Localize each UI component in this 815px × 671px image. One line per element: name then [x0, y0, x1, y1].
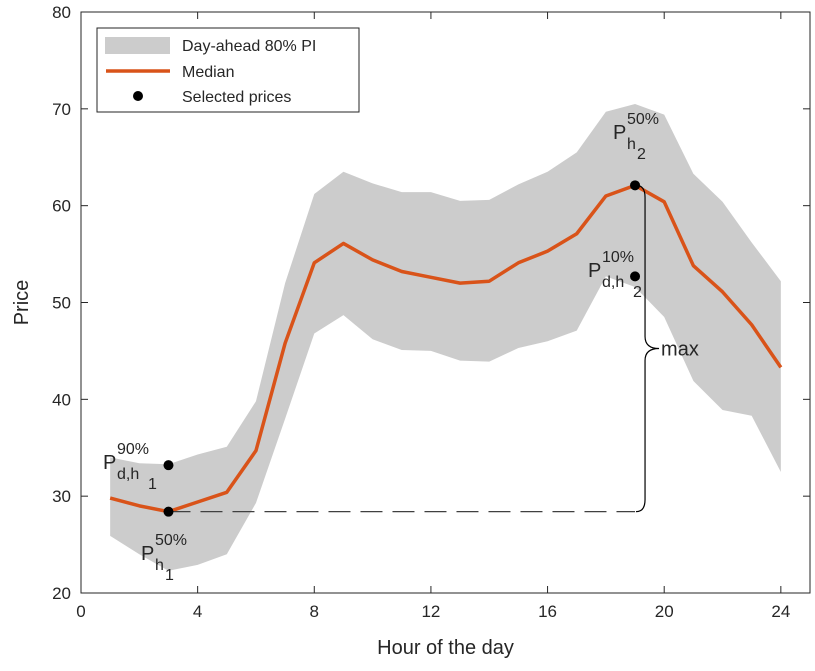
annotation-main: P — [141, 543, 154, 565]
annotation-superscript: 50% — [155, 532, 187, 549]
selected-price-point-1 — [163, 460, 174, 471]
selected-price-point-3 — [630, 180, 641, 191]
annotation-p90-d-h1: P90% d,h 1 — [103, 441, 157, 493]
annotation-superscript: 90% — [117, 441, 149, 458]
annotation-subscript: h — [155, 557, 164, 574]
annotation-p50-h1: P50% h1 — [141, 532, 187, 584]
selected-price-point-2 — [163, 506, 174, 517]
y-tick-label: 80 — [52, 3, 71, 22]
annotation-p50-h2: P50% h2 — [613, 111, 659, 163]
x-tick-label: 12 — [421, 602, 440, 621]
annotation-sub-subscript: 1 — [148, 476, 157, 493]
annotation-superscript: 10% — [602, 249, 634, 266]
legend-label-selected-prices: Selected prices — [182, 89, 291, 106]
x-tick-label: 0 — [76, 602, 85, 621]
legend-swatch-pi-band — [105, 37, 170, 54]
y-tick-label: 30 — [52, 487, 71, 506]
legend-label-median: Median — [182, 64, 234, 81]
annotation-superscript: 50% — [627, 111, 659, 128]
x-tick-label: 24 — [771, 602, 790, 621]
x-axis-label: Hour of the day — [377, 637, 514, 659]
y-tick-label: 50 — [52, 294, 71, 313]
annotation-main: P — [588, 260, 601, 282]
annotation-sub-subscript: 1 — [165, 567, 174, 584]
annotation-subscript: d,h — [117, 466, 139, 483]
legend-swatch-selected-prices — [133, 91, 143, 101]
annotation-main: P — [103, 452, 116, 474]
max-label: max — [661, 338, 699, 360]
x-tick-label: 4 — [193, 602, 202, 621]
annotation-main: P — [613, 122, 626, 144]
y-tick-label: 40 — [52, 390, 71, 409]
max-brace — [636, 184, 660, 513]
x-tick-label: 16 — [538, 602, 557, 621]
median-line — [109, 183, 783, 514]
pi-band-area — [110, 103, 781, 571]
y-tick-label: 70 — [52, 100, 71, 119]
selected-price-point-4 — [630, 271, 641, 282]
y-tick-label: 60 — [52, 197, 71, 216]
x-tick-label: 20 — [655, 602, 674, 621]
legend-label-pi-band: Day-ahead 80% PI — [182, 38, 316, 55]
annotation-sub-subscript: 2 — [633, 284, 642, 301]
legend: Day-ahead 80% PI Median Selected prices — [96, 27, 360, 113]
x-tick-label: 8 — [310, 602, 319, 621]
annotation-subscript: d,h — [602, 274, 624, 291]
y-tick-label: 20 — [52, 584, 71, 603]
annotation-sub-subscript: 2 — [637, 146, 646, 163]
plot-layer — [109, 103, 783, 571]
y-axis-label: Price — [11, 280, 33, 326]
annotation-p10-d-h2: P10% d,h 2 — [588, 249, 642, 301]
annotation-subscript: h — [627, 136, 636, 153]
